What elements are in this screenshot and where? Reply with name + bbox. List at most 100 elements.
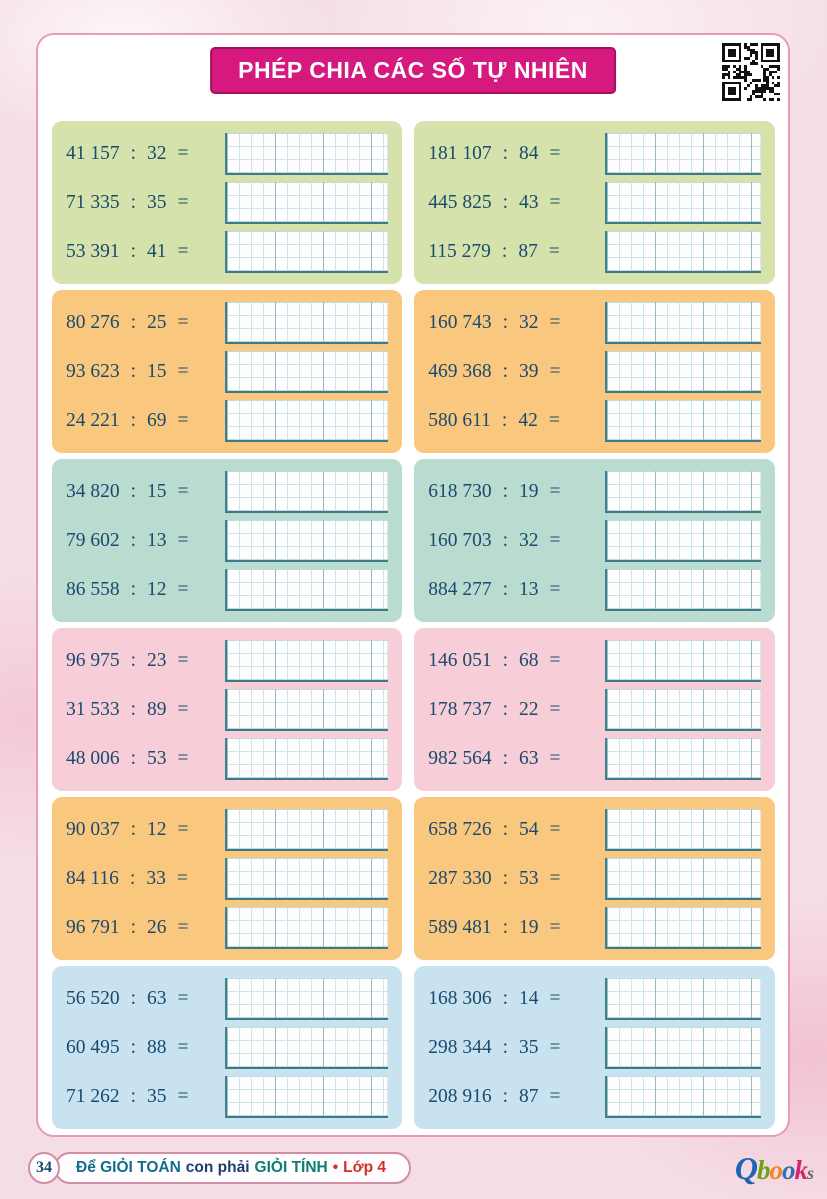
- answer-grid[interactable]: [225, 639, 389, 682]
- division-sign: :: [502, 1036, 509, 1058]
- equals-sign: =: [549, 916, 561, 938]
- answer-grid[interactable]: [605, 977, 761, 1020]
- answer-grid[interactable]: [605, 1075, 761, 1118]
- page-footer: 34 Để GIỎI TOÁN con phải GIỎI TÍNH • Lớp 4 Q…: [28, 1146, 814, 1190]
- division-sign: :: [130, 240, 137, 262]
- answer-grid[interactable]: [225, 857, 389, 900]
- answer-grid[interactable]: [225, 230, 389, 273]
- answer-grid[interactable]: [225, 301, 389, 344]
- answer-grid[interactable]: [225, 568, 389, 611]
- problem-row: 60 495:88 =: [66, 1026, 389, 1069]
- answer-grid[interactable]: [605, 230, 761, 273]
- answer-grid[interactable]: [225, 519, 389, 562]
- answer-grid[interactable]: [225, 132, 389, 175]
- problem-row: 90 037:12 =: [66, 808, 389, 851]
- divisor: 35: [147, 191, 167, 213]
- division-sign: :: [502, 480, 509, 502]
- dividend: 53 391: [66, 240, 120, 262]
- problem-block-4: 160 743:32 = 469 368:39 = 580 611:42 =: [414, 290, 775, 453]
- answer-grid[interactable]: [225, 470, 389, 513]
- answer-grid[interactable]: [605, 519, 761, 562]
- divisor: 32: [147, 142, 167, 164]
- divisor: 69: [147, 409, 167, 431]
- answer-grid[interactable]: [225, 808, 389, 851]
- answer-grid[interactable]: [225, 737, 389, 780]
- answer-grid[interactable]: [605, 906, 761, 949]
- problem-label: 80 276:25 =: [66, 312, 216, 334]
- divisor: 54: [519, 818, 539, 840]
- answer-grid[interactable]: [605, 808, 761, 851]
- answer-grid[interactable]: [225, 1075, 389, 1118]
- problem-row: 469 368:39 =: [428, 350, 761, 393]
- problem-label: 79 602:13 =: [66, 530, 216, 552]
- problem-block-6: 618 730:19 = 160 703:32 = 884 277:13 =: [414, 459, 775, 622]
- answer-grid[interactable]: [605, 857, 761, 900]
- tagline-part: Lớp 4: [343, 1159, 387, 1176]
- dividend: 146 051: [428, 649, 492, 671]
- answer-grid[interactable]: [605, 1026, 761, 1069]
- problem-label: 53 391:41 =: [66, 241, 216, 263]
- divisor: 15: [147, 480, 167, 502]
- division-sign: :: [502, 747, 509, 769]
- page-number-badge: 34: [28, 1152, 60, 1184]
- problem-label: 31 533:89 =: [66, 699, 216, 721]
- problem-row: 115 279:87 =: [428, 230, 761, 273]
- logo-letter: b: [756, 1154, 770, 1185]
- answer-grid[interactable]: [225, 350, 389, 393]
- division-sign: :: [130, 529, 137, 551]
- equals-sign: =: [177, 409, 189, 431]
- equals-sign: =: [177, 578, 189, 600]
- equals-sign: =: [549, 649, 561, 671]
- problem-label: 160 703:32 =: [428, 530, 596, 552]
- dividend: 115 279: [428, 240, 491, 262]
- equals-sign: =: [549, 818, 561, 840]
- division-sign: :: [130, 987, 137, 1009]
- answer-grid[interactable]: [225, 399, 389, 442]
- problem-row: 71 262:35 =: [66, 1075, 389, 1118]
- division-sign: :: [130, 311, 137, 333]
- problem-row: 34 820:15 =: [66, 470, 389, 513]
- answer-grid[interactable]: [225, 906, 389, 949]
- division-sign: :: [130, 649, 137, 671]
- divisor: 13: [147, 529, 167, 551]
- problem-label: 93 623:15 =: [66, 361, 216, 383]
- answer-grid[interactable]: [605, 132, 761, 175]
- answer-grid[interactable]: [225, 977, 389, 1020]
- division-sign: :: [502, 529, 509, 551]
- answer-grid[interactable]: [225, 181, 389, 224]
- equals-sign: =: [177, 649, 189, 671]
- divisor: 13: [519, 578, 539, 600]
- problem-row: 618 730:19 =: [428, 470, 761, 513]
- divisor: 41: [147, 240, 167, 262]
- answer-grid[interactable]: [605, 568, 761, 611]
- division-sign: :: [502, 867, 509, 889]
- dividend: 71 335: [66, 191, 120, 213]
- problem-block-8: 146 051:68 = 178 737:22 = 982 564:63 =: [414, 628, 775, 791]
- problem-label: 168 306:14 =: [428, 988, 596, 1010]
- answer-grid[interactable]: [605, 688, 761, 731]
- logo-letter: Q: [734, 1149, 758, 1186]
- dividend: 589 481: [428, 916, 492, 938]
- problem-row: 146 051:68 =: [428, 639, 761, 682]
- logo-letter: o: [781, 1154, 795, 1185]
- tagline-part: Để GIỎI TOÁN: [76, 1159, 181, 1176]
- equals-sign: =: [549, 1085, 561, 1107]
- answer-grid[interactable]: [605, 399, 761, 442]
- answer-grid[interactable]: [605, 350, 761, 393]
- answer-grid[interactable]: [605, 470, 761, 513]
- answer-grid[interactable]: [605, 301, 761, 344]
- answer-grid[interactable]: [225, 1026, 389, 1069]
- tagline-part: •: [332, 1159, 339, 1176]
- equals-sign: =: [177, 1036, 189, 1058]
- division-sign: :: [130, 698, 137, 720]
- problem-block-10: 658 726:54 = 287 330:53 = 589 481:19 =: [414, 797, 775, 960]
- problem-row: 884 277:13 =: [428, 568, 761, 611]
- answer-grid[interactable]: [605, 639, 761, 682]
- answer-grid[interactable]: [605, 737, 761, 780]
- answer-grid[interactable]: [605, 181, 761, 224]
- problem-label: 86 558:12 =: [66, 579, 216, 601]
- problem-label: 146 051:68 =: [428, 650, 596, 672]
- problem-block-7: 96 975:23 = 31 533:89 = 48 006:53 =: [52, 628, 403, 791]
- dividend: 31 533: [66, 698, 120, 720]
- answer-grid[interactable]: [225, 688, 389, 731]
